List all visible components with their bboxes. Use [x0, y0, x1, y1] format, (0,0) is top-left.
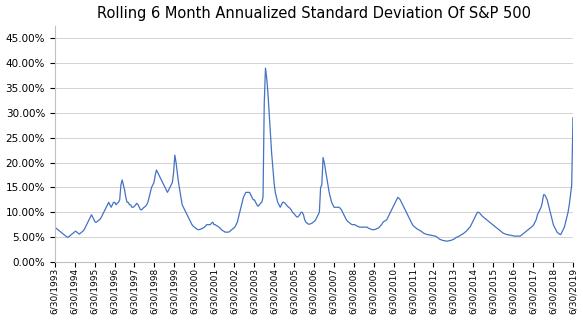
Title: Rolling 6 Month Annualized Standard Deviation Of S&P 500: Rolling 6 Month Annualized Standard Devi… [97, 5, 531, 20]
